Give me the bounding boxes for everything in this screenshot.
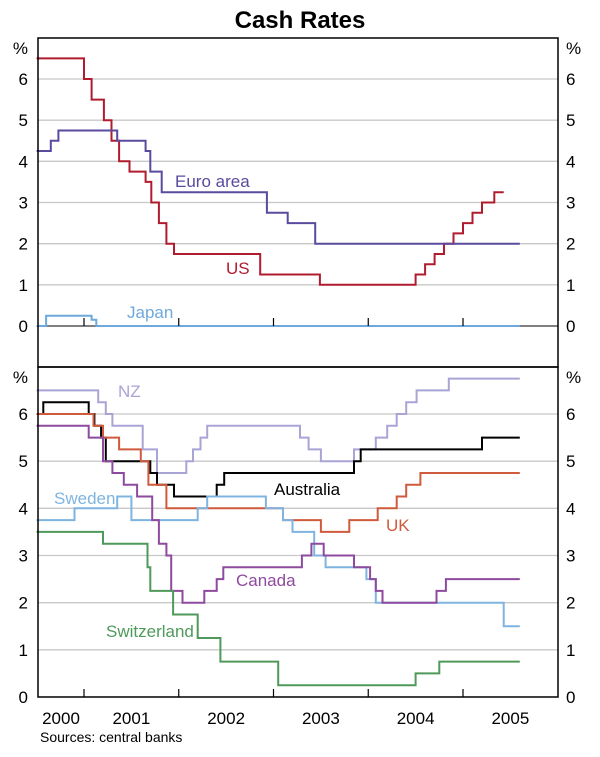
percent-label-left: % bbox=[13, 39, 28, 58]
series-label-uk: UK bbox=[386, 516, 410, 535]
bottom-panel-series bbox=[36, 377, 520, 687]
y-tick-label-right: 1 bbox=[566, 641, 575, 660]
y-tick-label-right: 2 bbox=[566, 235, 575, 254]
y-tick-label-left: 4 bbox=[19, 499, 28, 518]
series-label-switzerland: Switzerland bbox=[106, 622, 194, 641]
y-tick-label-left: 6 bbox=[19, 70, 28, 89]
series-label-nz: NZ bbox=[118, 382, 141, 401]
y-tick-label-right: 0 bbox=[566, 688, 575, 707]
series-label-sweden: Sweden bbox=[54, 489, 115, 508]
x-tick-label: 2004 bbox=[397, 709, 435, 728]
series-line-euro-area bbox=[36, 129, 520, 245]
series-label-canada: Canada bbox=[236, 571, 296, 590]
series-line-japan bbox=[36, 314, 520, 327]
x-tick-label: 2000 bbox=[42, 709, 80, 728]
panel-frames bbox=[37, 37, 559, 698]
y-tick-label-right: 2 bbox=[566, 594, 575, 613]
y-tick-label-left: 1 bbox=[19, 641, 28, 660]
tick-labels: 0 0 1 1 2 2 3 3 4 4 5 5 6 6% % 0 0 1 1 2 2 3 3 4 4 5 5 6 6% % US Euro a… bbox=[13, 39, 581, 728]
percent-label-right: % bbox=[566, 368, 581, 387]
y-tick-label-left: 3 bbox=[19, 547, 28, 566]
y-tick-label-right: 1 bbox=[566, 276, 575, 295]
y-tick-label-left: 2 bbox=[19, 235, 28, 254]
y-tick-label-left: 4 bbox=[19, 152, 28, 171]
top-panel-series bbox=[36, 57, 520, 327]
series-label-australia: Australia bbox=[274, 480, 341, 499]
percent-label-left: % bbox=[13, 368, 28, 387]
series-line-sweden bbox=[36, 495, 520, 628]
y-tick-label-right: 0 bbox=[566, 317, 575, 336]
y-tick-label-left: 6 bbox=[19, 405, 28, 424]
y-tick-label-left: 5 bbox=[19, 452, 28, 471]
series-label-japan: Japan bbox=[127, 303, 173, 322]
x-tick-label: 2003 bbox=[302, 709, 340, 728]
percent-label-right: % bbox=[566, 39, 581, 58]
series-line-canada bbox=[36, 424, 520, 604]
y-tick-label-left: 0 bbox=[19, 688, 28, 707]
source-note: Sources: central banks bbox=[40, 729, 182, 745]
y-tick-label-right: 3 bbox=[566, 547, 575, 566]
x-tick-label: 2002 bbox=[207, 709, 245, 728]
y-tick-label-left: 5 bbox=[19, 111, 28, 130]
chart-title: Cash Rates bbox=[235, 7, 366, 34]
top-panel-grid bbox=[38, 78, 558, 327]
series-label-us: US bbox=[226, 259, 250, 278]
y-tick-label-left: 0 bbox=[19, 317, 28, 336]
x-tick-label: 2001 bbox=[112, 709, 150, 728]
y-tick-label-left: 2 bbox=[19, 594, 28, 613]
y-tick-label-left: 1 bbox=[19, 276, 28, 295]
x-tick-label: 2005 bbox=[491, 709, 529, 728]
series-line-nz bbox=[36, 377, 520, 474]
y-tick-label-right: 4 bbox=[566, 499, 575, 518]
series-label-euro-area: Euro area bbox=[175, 172, 250, 191]
y-tick-label-right: 3 bbox=[566, 194, 575, 213]
bottom-panel-frame bbox=[37, 366, 559, 698]
y-tick-label-right: 4 bbox=[566, 152, 575, 171]
y-tick-label-right: 6 bbox=[566, 70, 575, 89]
y-tick-label-left: 3 bbox=[19, 194, 28, 213]
series-line-us bbox=[36, 57, 504, 286]
y-tick-label-right: 5 bbox=[566, 111, 575, 130]
y-tick-label-right: 5 bbox=[566, 452, 575, 471]
y-tick-label-right: 6 bbox=[566, 405, 575, 424]
series-line-switzerland bbox=[36, 530, 520, 687]
